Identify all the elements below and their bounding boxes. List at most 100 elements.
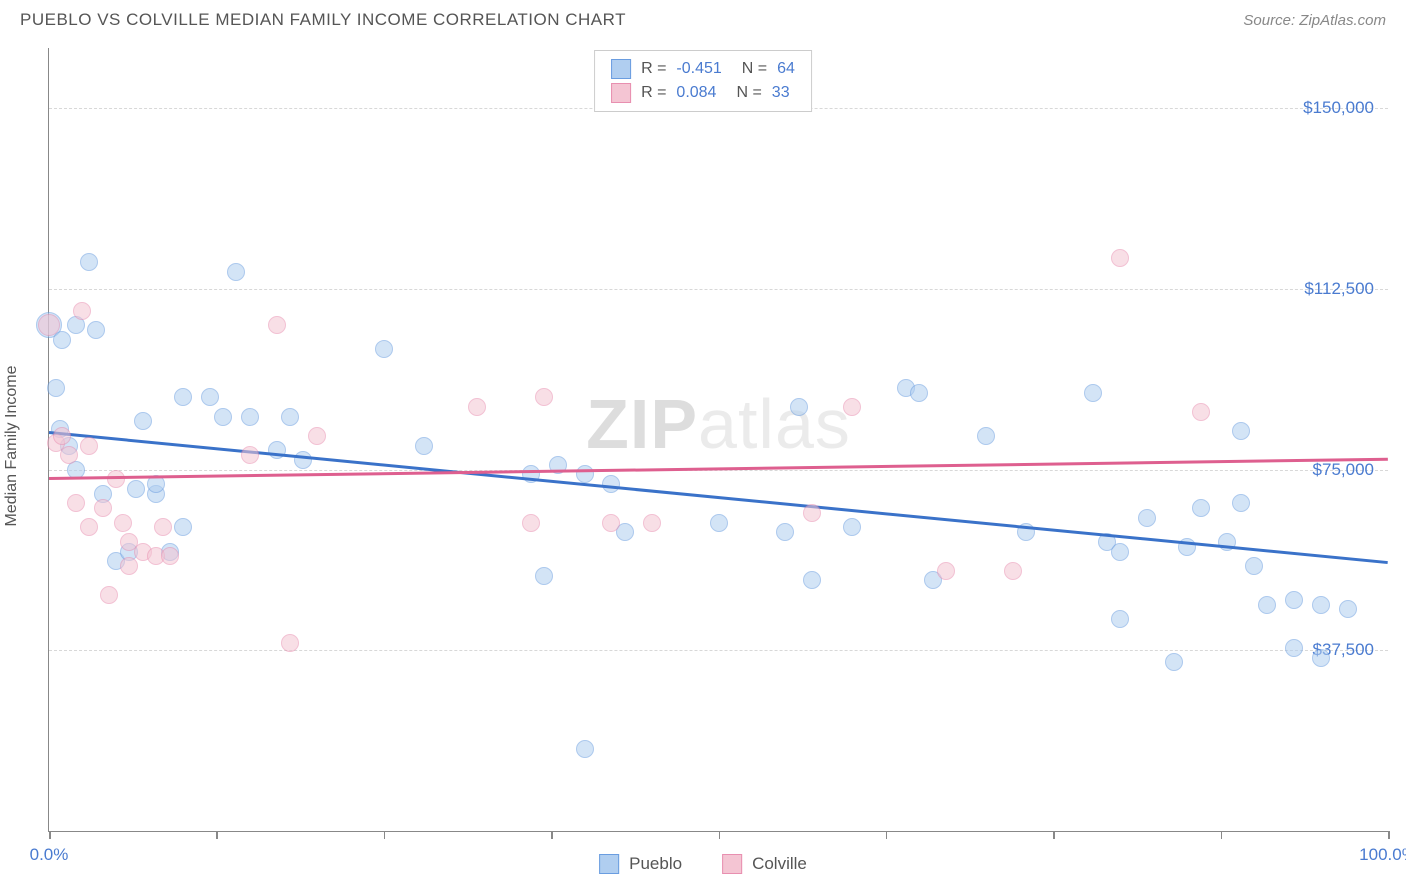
y-tick-label: $150,000 [1303,98,1374,118]
data-point [803,571,821,589]
data-point [1258,596,1276,614]
data-point [94,499,112,517]
data-point [1111,249,1129,267]
n-value: 33 [772,84,790,102]
x-tick [886,831,888,839]
data-point [1192,499,1210,517]
legend-swatch [611,59,631,79]
data-point [80,518,98,536]
data-point [174,388,192,406]
data-point [161,547,179,565]
data-point [1232,494,1250,512]
data-point [227,263,245,281]
data-point [268,441,286,459]
data-point [710,514,728,532]
y-tick-label: $112,500 [1304,279,1374,299]
data-point [100,586,118,604]
x-tick [1053,831,1055,839]
r-value: -0.451 [676,60,721,78]
stat-label: R = [641,60,666,78]
data-point [1138,509,1156,527]
data-point [1312,649,1330,667]
data-point [281,634,299,652]
data-point [73,302,91,320]
x-tick [1388,831,1390,839]
gridline [49,289,1388,290]
scatter-chart: ZIPatlas $37,500$75,000$112,500$150,0000… [48,48,1388,832]
legend-item: Colville [722,854,807,874]
data-point [308,427,326,445]
x-tick [719,831,721,839]
data-point [522,514,540,532]
data-point [1004,562,1022,580]
data-point [241,408,259,426]
legend-swatch [611,83,631,103]
x-tick [49,831,51,839]
data-point [80,437,98,455]
data-point [1339,600,1357,618]
watermark-text: ZIPatlas [586,384,851,464]
legend-swatch [599,854,619,874]
data-point [38,314,60,336]
data-point [107,470,125,488]
stat-label: N = [742,60,767,78]
data-point [268,316,286,334]
data-point [843,518,861,536]
x-tick-label: 100.0% [1359,845,1406,865]
data-point [776,523,794,541]
data-point [80,253,98,271]
data-point [790,398,808,416]
x-tick-label: 0.0% [30,845,69,865]
data-point [843,398,861,416]
data-point [1165,653,1183,671]
data-point [910,384,928,402]
data-point [1084,384,1102,402]
x-tick [384,831,386,839]
data-point [415,437,433,455]
data-point [214,408,232,426]
data-point [1192,403,1210,421]
data-point [120,557,138,575]
y-tick-label: $75,000 [1313,460,1374,480]
legend-label: Colville [752,854,807,874]
n-value: 64 [777,60,795,78]
data-point [576,740,594,758]
data-point [134,412,152,430]
legend-item: Pueblo [599,854,682,874]
data-point [1285,591,1303,609]
data-point [281,408,299,426]
data-point [643,514,661,532]
r-value: 0.084 [676,84,716,102]
data-point [803,504,821,522]
data-point [977,427,995,445]
gridline [49,650,1388,651]
data-point [1245,557,1263,575]
data-point [60,446,78,464]
data-point [154,518,172,536]
data-point [174,518,192,536]
data-point [576,465,594,483]
source-attribution: Source: ZipAtlas.com [1243,12,1386,29]
data-point [114,514,132,532]
data-point [47,379,65,397]
x-tick [1221,831,1223,839]
stats-legend: R = -0.451 N = 64 R = 0.084N = 33 [594,50,812,112]
data-point [602,514,620,532]
x-tick [551,831,553,839]
data-point [1232,422,1250,440]
data-point [127,480,145,498]
legend-label: Pueblo [629,854,682,874]
series-legend: Pueblo Colville [599,854,807,874]
data-point [294,451,312,469]
y-axis-label: Median Family Income [3,366,21,527]
data-point [535,567,553,585]
data-point [375,340,393,358]
data-point [468,398,486,416]
data-point [87,321,105,339]
stat-label: R = [641,84,666,102]
data-point [67,494,85,512]
stats-row: R = -0.451 N = 64 [611,57,795,81]
x-tick [216,831,218,839]
data-point [535,388,553,406]
stats-row: R = 0.084N = 33 [611,81,795,105]
